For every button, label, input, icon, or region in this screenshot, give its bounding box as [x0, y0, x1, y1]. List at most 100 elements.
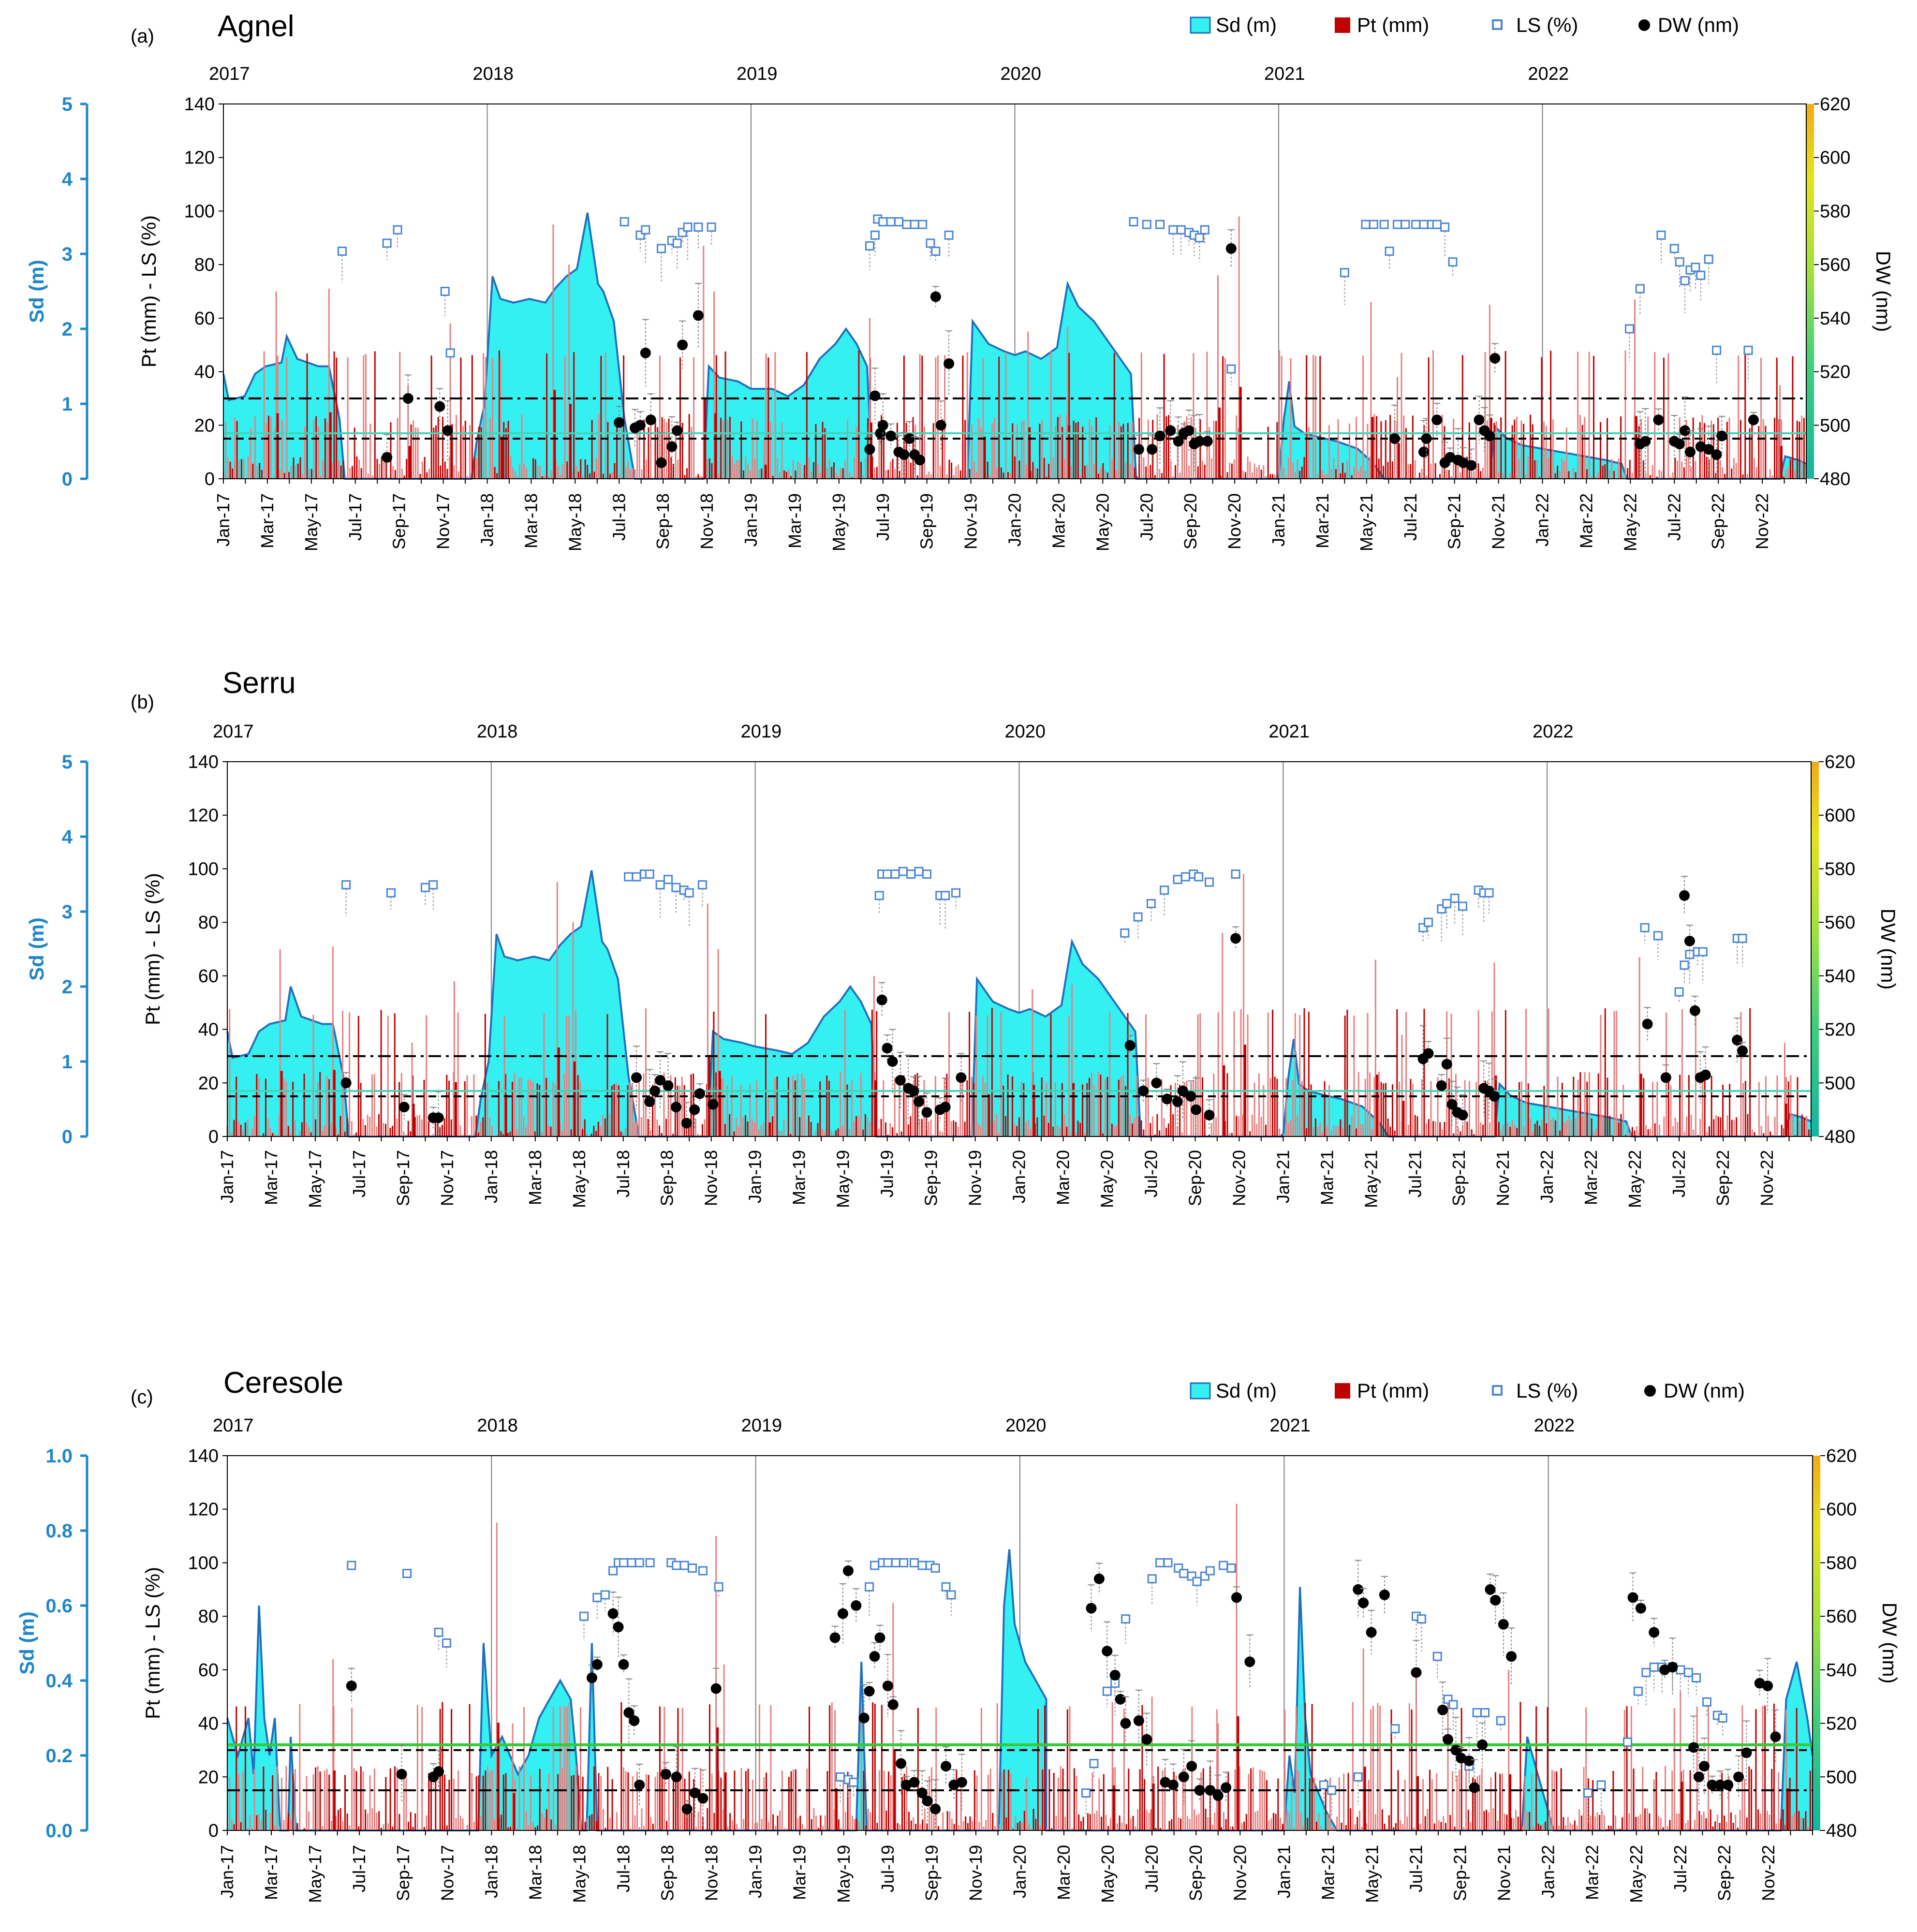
- month-label: Mar-17: [261, 1150, 281, 1205]
- dw-point: [1134, 1715, 1144, 1726]
- ls-point: [884, 870, 891, 878]
- month-label: Jan-17: [217, 1150, 237, 1203]
- ls-point: [348, 1562, 355, 1569]
- year-label: 2018: [477, 722, 518, 742]
- legend-sd-swatch: [1191, 17, 1210, 33]
- month-label: Jul-18: [614, 1845, 634, 1892]
- ls-point: [1654, 932, 1662, 940]
- year-label: 2021: [1264, 64, 1305, 84]
- month-label: Sep-19: [922, 1845, 942, 1901]
- dw-point: [619, 1659, 629, 1670]
- dw-point: [433, 1766, 444, 1777]
- dw-point: [904, 433, 914, 444]
- ls-point: [1676, 258, 1683, 266]
- dw-point: [397, 1769, 407, 1780]
- month-label: Nov-22: [1757, 1150, 1777, 1206]
- ls-point: [673, 239, 681, 247]
- month-label: Jan-22: [1538, 1845, 1558, 1898]
- dw-point: [1151, 1077, 1162, 1088]
- month-label: May-21: [1357, 493, 1376, 551]
- dw-point: [1711, 449, 1722, 460]
- ls-point: [1090, 1760, 1098, 1768]
- dw-point: [341, 1077, 352, 1088]
- dw-point: [1213, 1790, 1224, 1801]
- month-label: Sep-18: [653, 493, 673, 549]
- ls-point: [879, 218, 887, 226]
- ls-point: [887, 218, 895, 226]
- year-label: 2017: [213, 722, 254, 742]
- month-label: Nov-21: [1493, 1150, 1513, 1206]
- dw-point: [1653, 414, 1664, 425]
- dw-point: [922, 1796, 933, 1806]
- dw-point: [1191, 1105, 1201, 1115]
- dw-point: [646, 414, 656, 425]
- ls-point: [429, 881, 437, 889]
- dw-point: [1477, 1740, 1488, 1750]
- month-label: May-22: [1620, 493, 1640, 551]
- dw-point: [921, 1107, 932, 1118]
- ls-point: [927, 239, 934, 247]
- legend-dw-label: DW (nm): [1664, 1379, 1745, 1402]
- dw-point: [1358, 1597, 1369, 1608]
- dw-point: [1194, 1785, 1205, 1796]
- ls-point: [609, 1567, 617, 1575]
- ls-point: [1634, 1687, 1642, 1695]
- dw-point: [1466, 460, 1476, 471]
- left-tick-label: 60: [198, 1660, 219, 1681]
- year-label: 2019: [741, 1416, 782, 1436]
- year-label: 2021: [1269, 1416, 1311, 1436]
- dw-point: [1442, 1059, 1452, 1070]
- dw-point: [1732, 1035, 1742, 1046]
- left-tick-label: 0: [205, 469, 215, 489]
- ls-point: [1697, 271, 1705, 279]
- month-label: Jul-21: [1401, 493, 1420, 541]
- ls-point: [383, 239, 391, 247]
- month-label: Jul-19: [877, 1150, 897, 1197]
- ls-point: [620, 218, 628, 226]
- legend-ls-label: LS (%): [1516, 14, 1578, 36]
- month-label: Jan-20: [1005, 493, 1025, 546]
- month-label: Jul-20: [1136, 493, 1156, 541]
- ls-point: [1650, 1663, 1658, 1671]
- ls-point: [1232, 870, 1239, 878]
- ls-point: [601, 1591, 609, 1599]
- dw-point: [1627, 1592, 1638, 1603]
- dw-point: [864, 444, 875, 455]
- dw-point: [693, 310, 704, 321]
- ls-point: [895, 218, 902, 226]
- ls-point: [1481, 1709, 1489, 1716]
- legend-pt-swatch: [1335, 17, 1350, 33]
- ls-point: [1174, 876, 1181, 884]
- ls-point: [1441, 223, 1449, 231]
- ls-point: [1122, 1615, 1130, 1623]
- dw-point: [587, 1672, 597, 1683]
- ls-point: [1393, 221, 1401, 228]
- sd-tick-label: 0: [62, 1126, 73, 1148]
- ls-point: [1328, 1786, 1336, 1794]
- right-tick-label: 480: [1826, 1821, 1857, 1841]
- legend-dw-dot: [1638, 19, 1650, 31]
- ls-point: [1370, 221, 1377, 228]
- dw-point: [1423, 1048, 1434, 1059]
- month-label: Jan-19: [746, 1845, 766, 1898]
- dw-point: [346, 1681, 357, 1691]
- ls-point: [656, 881, 664, 889]
- ls-point: [1193, 1578, 1201, 1585]
- ls-point: [715, 1583, 723, 1591]
- month-label: May-18: [569, 1845, 589, 1903]
- ls-point: [1739, 934, 1746, 942]
- dw-point: [708, 1099, 718, 1110]
- dw-point: [613, 1622, 624, 1632]
- ls-point: [1485, 889, 1493, 897]
- legend-sd-label: Sd (m): [1216, 14, 1277, 36]
- right-tick-label: 560: [1820, 255, 1850, 275]
- year-label: 2019: [737, 64, 778, 84]
- dw-point: [634, 1780, 645, 1790]
- left-tick-label: 80: [198, 913, 219, 933]
- dw-point: [1436, 1080, 1447, 1091]
- month-label: Jan-19: [741, 493, 761, 546]
- ls-point: [672, 884, 680, 891]
- month-label: May-21: [1362, 1845, 1382, 1903]
- dw-point: [399, 1102, 410, 1112]
- dw-point: [1649, 1627, 1659, 1637]
